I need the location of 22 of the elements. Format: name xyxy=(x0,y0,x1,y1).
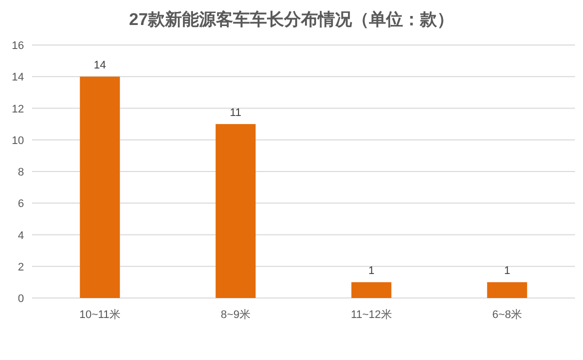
y-tick-label: 8 xyxy=(18,166,24,178)
y-tick-label: 0 xyxy=(18,293,24,305)
data-label: 11 xyxy=(230,107,242,120)
bar xyxy=(216,124,256,298)
bar xyxy=(351,282,392,298)
bar xyxy=(487,282,528,298)
y-tick-label: 16 xyxy=(12,40,24,52)
x-tick-label: 8~9米 xyxy=(220,308,250,321)
y-tick-label: 12 xyxy=(12,103,24,116)
x-tick-label: 10~11米 xyxy=(79,308,120,321)
data-label: 1 xyxy=(368,265,374,278)
x-tick-label: 6~8米 xyxy=(492,308,522,321)
bar xyxy=(80,76,120,298)
y-tick-label: 6 xyxy=(18,198,24,210)
y-tick-label: 14 xyxy=(12,72,24,84)
data-label: 14 xyxy=(94,60,106,72)
y-tick-label: 2 xyxy=(18,261,24,274)
chart-title: 27款新能源客车车长分布情况（单位：款） xyxy=(129,10,454,29)
y-tick-label: 10 xyxy=(12,134,24,147)
x-tick-label: 11~12米 xyxy=(350,308,392,321)
data-label: 1 xyxy=(504,265,510,278)
y-tick-label: 4 xyxy=(18,230,24,242)
